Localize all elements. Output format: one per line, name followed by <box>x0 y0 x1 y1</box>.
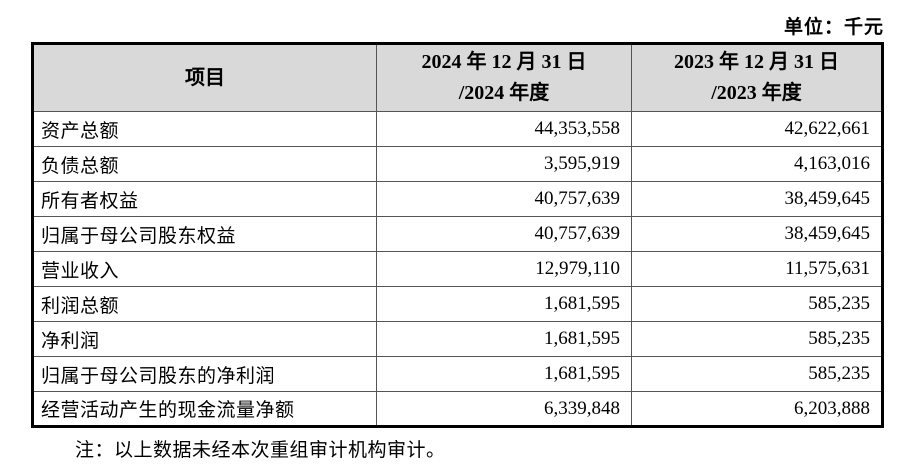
header-item-column: 项目 <box>32 43 377 112</box>
header-2023-column: 2023 年 12 月 31 日 /2023 年度 <box>631 43 883 112</box>
row-item-label: 经营活动产生的现金流量净额 <box>32 391 377 427</box>
row-item-label: 所有者权益 <box>32 181 377 217</box>
table-row: 经营活动产生的现金流量净额 6,339,848 6,203,888 <box>32 391 883 427</box>
unit-label: 单位：千元 <box>783 17 884 38</box>
row-value-2023: 585,235 <box>631 321 883 357</box>
header-2024-line1: 2024 年 12 月 31 日 <box>421 51 587 73</box>
table-row: 归属于母公司股东的净利润 1,681,595 585,235 <box>32 356 883 392</box>
row-value-2024: 12,979,110 <box>376 251 632 287</box>
table-row: 归属于母公司股东权益 40,757,639 38,459,645 <box>32 216 883 252</box>
row-value-2024: 1,681,595 <box>376 321 632 357</box>
row-value-2023: 585,235 <box>631 286 883 322</box>
table-row: 所有者权益 40,757,639 38,459,645 <box>32 181 883 217</box>
row-value-2023: 38,459,645 <box>631 216 883 252</box>
header-2024-line2: /2024 年度 <box>458 82 550 104</box>
row-value-2023: 38,459,645 <box>631 181 883 217</box>
table-header: 项目 2024 年 12 月 31 日 /2024 年度 2023 年 12 月… <box>32 43 883 112</box>
row-value-2024: 44,353,558 <box>376 111 632 147</box>
row-item-label: 资产总额 <box>32 111 377 147</box>
table-row: 营业收入 12,979,110 11,575,631 <box>32 251 883 287</box>
row-item-label: 利润总额 <box>32 286 377 322</box>
header-2024-column: 2024 年 12 月 31 日 /2024 年度 <box>376 43 632 112</box>
row-value-2024: 1,681,595 <box>376 286 632 322</box>
row-value-2024: 1,681,595 <box>376 356 632 392</box>
row-item-label: 净利润 <box>32 321 377 357</box>
row-item-label: 负债总额 <box>32 146 377 182</box>
row-value-2024: 3,595,919 <box>376 146 632 182</box>
table-row: 资产总额 44,353,558 42,622,661 <box>32 111 883 147</box>
financial-summary-table: 项目 2024 年 12 月 31 日 /2024 年度 2023 年 12 月… <box>31 42 884 428</box>
row-value-2023: 6,203,888 <box>631 391 883 427</box>
row-item-label: 归属于母公司股东的净利润 <box>32 356 377 392</box>
row-value-2023: 42,622,661 <box>631 111 883 147</box>
audit-footnote: 注：以上数据未经本次重组审计机构审计。 <box>75 440 446 461</box>
table-body: 资产总额 44,353,558 42,622,661 负债总额 3,595,919 4,1… <box>32 111 883 427</box>
table-row: 净利润 1,681,595 585,235 <box>32 321 883 357</box>
row-item-label: 营业收入 <box>32 251 377 287</box>
row-value-2023: 585,235 <box>631 356 883 392</box>
header-row: 项目 2024 年 12 月 31 日 /2024 年度 2023 年 12 月… <box>32 43 883 112</box>
header-2023-line2: /2023 年度 <box>711 82 802 104</box>
table-row: 负债总额 3,595,919 4,163,016 <box>32 146 883 182</box>
row-value-2023: 11,575,631 <box>631 251 883 287</box>
row-value-2023: 4,163,016 <box>631 146 883 182</box>
row-value-2024: 6,339,848 <box>376 391 632 427</box>
row-value-2024: 40,757,639 <box>376 216 632 252</box>
row-value-2024: 40,757,639 <box>376 181 632 217</box>
header-2023-line1: 2023 年 12 月 31 日 <box>674 51 839 73</box>
row-item-label: 归属于母公司股东权益 <box>32 216 377 252</box>
table-row: 利润总额 1,681,595 585,235 <box>32 286 883 322</box>
